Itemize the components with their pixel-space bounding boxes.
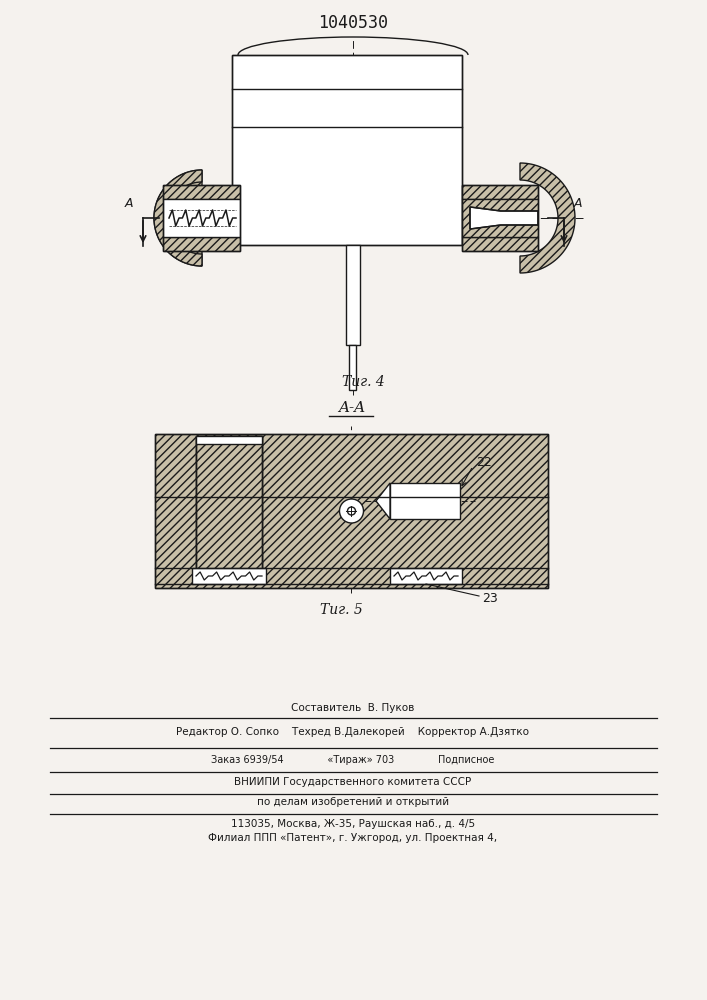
Polygon shape bbox=[470, 207, 538, 229]
Text: Филиал ППП «Патент», г. Ужгород, ул. Проектная 4,: Филиал ППП «Патент», г. Ужгород, ул. Про… bbox=[209, 833, 498, 843]
Bar bbox=[163, 199, 240, 237]
Bar bbox=[349, 345, 356, 390]
Circle shape bbox=[339, 499, 363, 523]
Bar bbox=[163, 237, 240, 251]
Text: Редактор О. Сопко    Техред В.Далекорей    Корректор А.Дзятко: Редактор О. Сопко Техред В.Далекорей Кор… bbox=[177, 727, 530, 737]
Wedge shape bbox=[154, 170, 202, 266]
Bar bbox=[462, 199, 538, 237]
Bar bbox=[163, 185, 240, 199]
Circle shape bbox=[178, 194, 226, 242]
Polygon shape bbox=[376, 483, 390, 519]
Bar bbox=[462, 185, 538, 199]
Text: A-A: A-A bbox=[338, 401, 365, 415]
Bar bbox=[232, 55, 462, 245]
Text: Τиг. 4: Τиг. 4 bbox=[341, 375, 385, 389]
Text: Заказ 6939/54              «Тираж» 703              Подписное: Заказ 6939/54 «Тираж» 703 Подписное bbox=[211, 755, 495, 765]
Bar bbox=[196, 436, 262, 444]
Circle shape bbox=[348, 507, 356, 515]
Bar bbox=[390, 568, 462, 584]
Polygon shape bbox=[154, 170, 202, 266]
Bar bbox=[462, 185, 538, 251]
Bar bbox=[390, 483, 460, 519]
Text: 22: 22 bbox=[476, 456, 492, 470]
Text: Τиг. 5: Τиг. 5 bbox=[320, 603, 363, 617]
Text: 23: 23 bbox=[482, 591, 498, 604]
Text: A: A bbox=[574, 197, 583, 210]
Bar bbox=[196, 436, 262, 576]
Polygon shape bbox=[520, 163, 575, 273]
Text: Составитель  В. Пуков: Составитель В. Пуков bbox=[291, 703, 415, 713]
Bar bbox=[462, 237, 538, 251]
Bar bbox=[232, 55, 462, 245]
Bar bbox=[155, 434, 548, 588]
Bar bbox=[196, 436, 262, 576]
Text: A: A bbox=[124, 197, 133, 210]
Text: ВНИИПИ Государственного комитета СССР: ВНИИПИ Государственного комитета СССР bbox=[235, 777, 472, 787]
Bar bbox=[155, 434, 548, 588]
Bar bbox=[163, 185, 240, 251]
Bar bbox=[346, 245, 360, 345]
Text: 1040530: 1040530 bbox=[318, 14, 388, 32]
Bar bbox=[192, 568, 266, 584]
Bar bbox=[196, 436, 262, 576]
Text: 113035, Москва, Ж-35, Раушская наб., д. 4/5: 113035, Москва, Ж-35, Раушская наб., д. … bbox=[231, 819, 475, 829]
Text: по делам изобретений и открытий: по делам изобретений и открытий bbox=[257, 797, 449, 807]
